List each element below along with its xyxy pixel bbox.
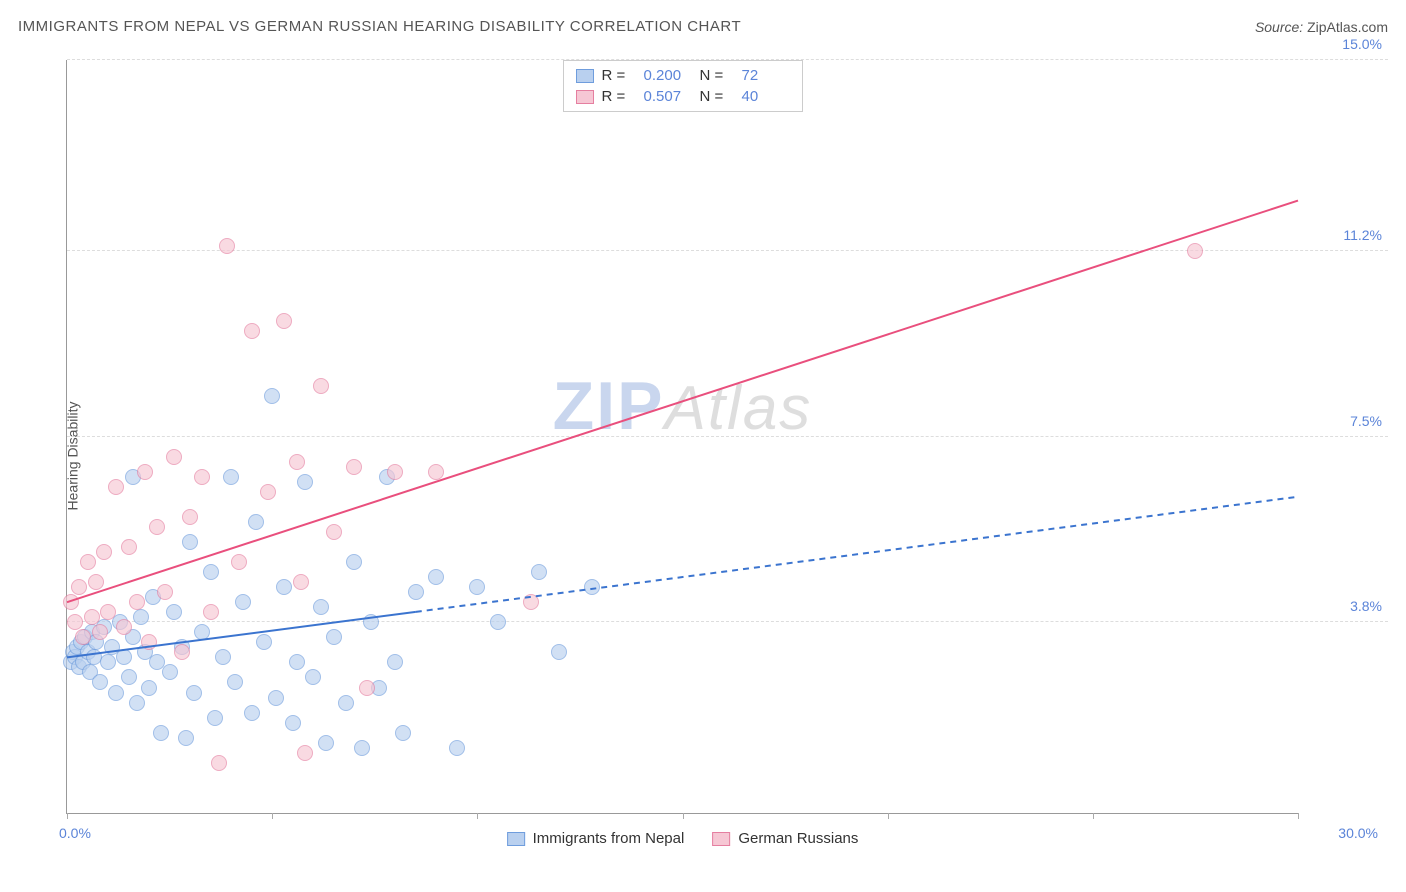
r-value-german-russian: 0.507: [644, 88, 692, 105]
y-tick-label: 11.2%: [1343, 227, 1382, 243]
n-label: N =: [700, 88, 734, 105]
y-tick-label: 3.8%: [1350, 598, 1382, 614]
r-label: R =: [602, 88, 636, 105]
swatch-german-russian-icon: [576, 90, 594, 104]
series-name-nepal: Immigrants from Nepal: [533, 830, 685, 847]
x-axis-min-label: 0.0%: [59, 825, 91, 841]
source-name: ZipAtlas.com: [1307, 19, 1388, 35]
legend-item-nepal: Immigrants from Nepal: [507, 830, 685, 847]
swatch-german-russian-icon: [712, 832, 730, 846]
n-label: N =: [700, 67, 734, 84]
n-value-nepal: 72: [742, 67, 790, 84]
legend-stats: R = 0.200 N = 72 R = 0.507 N = 40: [563, 60, 803, 112]
trend-line-nepal-extrapolated: [416, 497, 1298, 612]
x-tick: [1093, 813, 1094, 819]
legend-stats-row-german-russian: R = 0.507 N = 40: [576, 86, 790, 107]
legend-stats-row-nepal: R = 0.200 N = 72: [576, 65, 790, 86]
x-tick: [888, 813, 889, 819]
chart-area: Hearing Disability ZIPAtlas R = 0.200 N …: [48, 50, 1388, 862]
x-tick: [1298, 813, 1299, 819]
legend-item-german-russian: German Russians: [712, 830, 858, 847]
x-axis-max-label: 30.0%: [1338, 825, 1378, 841]
trend-line-nepal: [67, 612, 416, 658]
x-tick: [272, 813, 273, 819]
trend-line-german_russian: [67, 201, 1298, 603]
legend-series: Immigrants from Nepal German Russians: [507, 830, 859, 847]
y-tick-label: 15.0%: [1342, 36, 1382, 52]
plot-region: ZIPAtlas R = 0.200 N = 72 R = 0.507 N = …: [66, 60, 1298, 814]
trend-lines: [67, 60, 1298, 813]
y-tick-label: 7.5%: [1350, 413, 1382, 429]
n-value-german-russian: 40: [742, 88, 790, 105]
r-label: R =: [602, 67, 636, 84]
swatch-nepal-icon: [576, 69, 594, 83]
x-tick: [477, 813, 478, 819]
r-value-nepal: 0.200: [644, 67, 692, 84]
chart-title: IMMIGRANTS FROM NEPAL VS GERMAN RUSSIAN …: [18, 18, 741, 35]
x-tick: [67, 813, 68, 819]
series-name-german-russian: German Russians: [738, 830, 858, 847]
chart-header: IMMIGRANTS FROM NEPAL VS GERMAN RUSSIAN …: [18, 18, 1388, 35]
source-prefix: Source:: [1255, 19, 1307, 35]
x-tick: [683, 813, 684, 819]
swatch-nepal-icon: [507, 832, 525, 846]
chart-source: Source: ZipAtlas.com: [1255, 19, 1388, 35]
